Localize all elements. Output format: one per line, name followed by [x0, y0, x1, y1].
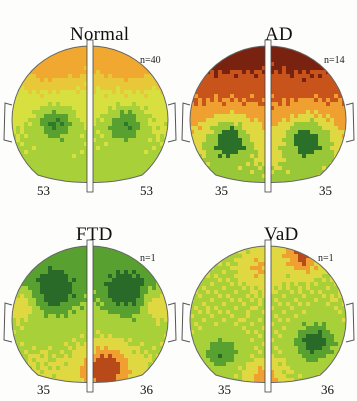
left-hemisphere-label: 35: [37, 382, 50, 397]
topographic-map: [181, 39, 355, 193]
right-hemisphere-label: 36: [140, 382, 153, 397]
ear-outline: [167, 102, 177, 143]
ear-outline: [3, 102, 13, 143]
hemisphere-divider: [86, 239, 94, 393]
sample-size-label: n=40: [140, 55, 161, 66]
ear-outline: [3, 302, 13, 343]
right-hemisphere-label: 35: [319, 183, 332, 198]
panel-normal: Normal n=40 53 53: [0, 0, 178, 200]
panel-vad: VaD n=1 35 36: [178, 200, 356, 400]
panel-title: AD: [265, 24, 293, 45]
hemisphere-divider: [264, 39, 272, 193]
left-hemisphere-label: 53: [37, 183, 50, 198]
sample-size-label: n=14: [324, 55, 345, 66]
hemisphere-divider: [86, 39, 94, 193]
topographic-map: [181, 239, 355, 393]
ear-outline: [181, 102, 191, 143]
ear-outline: [181, 302, 191, 343]
panel-ftd: FTD n=1 35 36: [0, 200, 178, 400]
ear-outline: [345, 302, 355, 343]
panel-title: FTD: [76, 224, 113, 245]
ear-outline: [345, 102, 355, 143]
panel-title: Normal: [70, 24, 130, 45]
sample-size-label: n=1: [318, 253, 334, 264]
right-hemisphere-label: 36: [321, 382, 334, 397]
panel-ad: AD n=14 35 35: [178, 0, 356, 200]
sample-size-label: n=1: [140, 253, 156, 264]
hemisphere-divider: [264, 239, 272, 393]
right-hemisphere-label: 53: [140, 183, 153, 198]
ear-outline: [167, 302, 177, 343]
topographic-map: [3, 239, 177, 393]
left-hemisphere-label: 35: [218, 382, 231, 397]
left-hemisphere-label: 35: [215, 183, 228, 198]
panel-title: VaD: [264, 224, 299, 245]
topographic-map: [3, 39, 177, 193]
